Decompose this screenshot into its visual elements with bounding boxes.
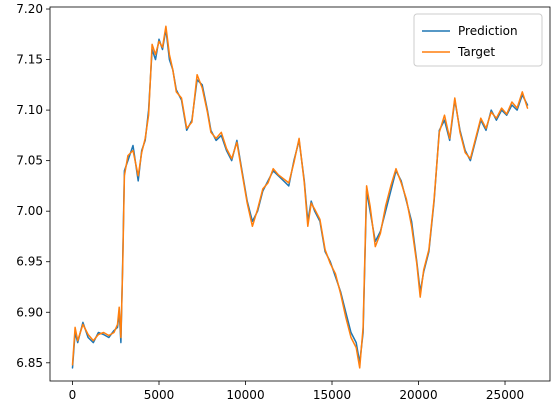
x-axis: 0 5000 10000 15000 20000 25000 (69, 381, 524, 402)
x-tick-label: 20000 (399, 388, 437, 402)
y-tick-label: 6.90 (16, 305, 43, 319)
y-tick-label: 7.05 (16, 154, 43, 168)
y-tick-label: 6.85 (16, 356, 43, 370)
y-tick-label: 7.00 (16, 204, 43, 218)
x-tick-label: 0 (69, 388, 77, 402)
legend-box (413, 13, 543, 67)
series-layer (71, 25, 529, 369)
y-tick-label: 7.15 (16, 53, 43, 67)
x-tick-label: 25000 (486, 388, 524, 402)
x-tick-label: 15000 (313, 388, 351, 402)
legend-label-prediction: Prediction (458, 24, 518, 38)
x-tick-label: 10000 (226, 388, 264, 402)
y-tick-label: 6.95 (16, 255, 43, 269)
plot-area-frame (49, 6, 551, 382)
y-axis: 6.85 6.90 6.95 7.00 7.05 7.10 7.15 7.20 (16, 2, 50, 370)
series-line-target (71, 25, 529, 369)
legend: Prediction Target (413, 13, 543, 67)
y-tick-label: 7.20 (16, 2, 43, 16)
x-tick-label: 5000 (144, 388, 175, 402)
legend-label-target: Target (457, 45, 495, 59)
y-tick-label: 7.10 (16, 103, 43, 117)
